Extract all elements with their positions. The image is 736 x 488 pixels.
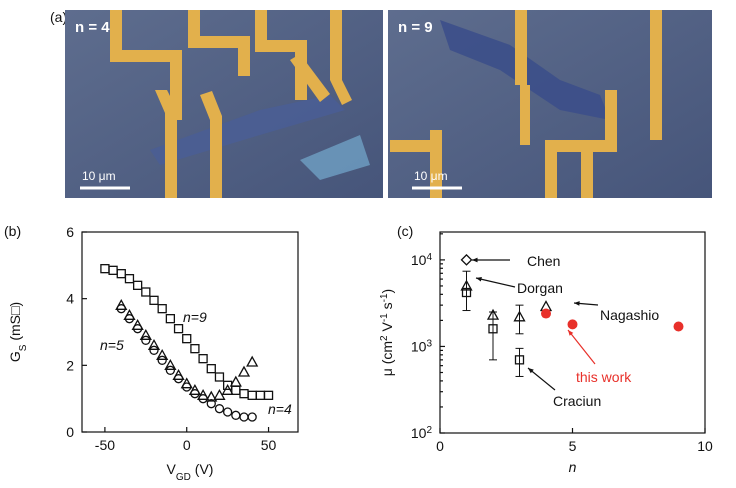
point bbox=[240, 390, 248, 398]
y-tick-label-base: 10 bbox=[411, 252, 427, 268]
annotation: n=9 bbox=[183, 309, 207, 325]
annotation: this work bbox=[576, 369, 632, 385]
axis-label-part: s bbox=[379, 302, 395, 313]
micrograph-left: n = 4 10 μm bbox=[65, 10, 383, 198]
x-tick-label: 10 bbox=[697, 438, 713, 454]
annotation-arrow bbox=[568, 330, 595, 364]
x-tick-label: 0 bbox=[436, 438, 444, 454]
point bbox=[239, 367, 249, 376]
figure: (a) n = 4 10 μm n = 9 10 μm (b)-5 bbox=[0, 0, 736, 483]
point bbox=[462, 255, 472, 265]
point bbox=[248, 391, 256, 399]
image-label: n = 4 bbox=[75, 19, 110, 36]
axis-label-part: V bbox=[379, 321, 395, 335]
point bbox=[231, 377, 241, 386]
panel-label: (b) bbox=[4, 223, 21, 239]
axis-label: GS (mS□) bbox=[7, 302, 29, 362]
y-tick-label: 4 bbox=[66, 291, 74, 307]
point bbox=[125, 315, 133, 323]
point bbox=[183, 383, 191, 391]
axis-label-part: ) bbox=[379, 289, 395, 294]
x-tick-label: -50 bbox=[95, 437, 115, 453]
annotation: Craciun bbox=[553, 393, 601, 409]
point bbox=[142, 288, 150, 296]
point bbox=[134, 325, 142, 333]
point bbox=[568, 319, 578, 329]
panel-label: (a) bbox=[50, 9, 67, 25]
axis-label: VGD (V) bbox=[167, 461, 214, 483]
point bbox=[240, 413, 248, 421]
point bbox=[134, 281, 142, 289]
y-tick-label: 102 bbox=[411, 425, 433, 442]
point bbox=[158, 305, 166, 313]
point bbox=[158, 356, 166, 364]
x-tick-label: 0 bbox=[183, 437, 191, 453]
point bbox=[191, 345, 199, 353]
point bbox=[117, 305, 125, 313]
arrow-head bbox=[472, 258, 478, 263]
point bbox=[541, 309, 551, 319]
y-tick-label: 103 bbox=[411, 338, 433, 355]
x-tick-label: 5 bbox=[569, 438, 577, 454]
axis-label-part: (V) bbox=[191, 461, 214, 477]
image-label: n = 9 bbox=[398, 19, 433, 36]
x-tick-label: 50 bbox=[261, 437, 277, 453]
point bbox=[232, 411, 240, 419]
point bbox=[101, 265, 109, 273]
axis-label: n bbox=[569, 459, 577, 475]
point bbox=[215, 373, 223, 381]
axis-label-part: μ (cm bbox=[379, 341, 395, 376]
y-tick-label-base: 10 bbox=[411, 425, 427, 441]
point bbox=[199, 395, 207, 403]
point bbox=[232, 386, 240, 394]
point bbox=[125, 275, 133, 283]
annotation: Dorgan bbox=[517, 280, 563, 296]
scale-label: 10 μm bbox=[82, 169, 116, 183]
plot-frame bbox=[82, 232, 298, 432]
point bbox=[248, 413, 256, 421]
point bbox=[142, 336, 150, 344]
point bbox=[175, 375, 183, 383]
axis-label-part: GD bbox=[176, 472, 191, 483]
y-tick-label: 2 bbox=[66, 357, 74, 373]
annotation-arrow bbox=[476, 278, 515, 287]
point bbox=[150, 296, 158, 304]
point bbox=[117, 270, 125, 278]
y-tick-label: 6 bbox=[66, 224, 74, 240]
point bbox=[109, 266, 117, 274]
point bbox=[674, 321, 684, 331]
annotation: n=4 bbox=[268, 401, 292, 417]
annotation: n=5 bbox=[100, 337, 124, 353]
point bbox=[215, 405, 223, 413]
point bbox=[265, 391, 273, 399]
y-tick-label: 104 bbox=[411, 251, 433, 268]
point bbox=[191, 390, 199, 398]
scale-label: 10 μm bbox=[414, 169, 448, 183]
y-tick-label-exp: 4 bbox=[426, 251, 432, 262]
annotation: Chen bbox=[527, 253, 560, 269]
y-tick-label: 0 bbox=[66, 424, 74, 440]
axis-label-part: (mS□) bbox=[7, 302, 23, 345]
point bbox=[207, 365, 215, 373]
point bbox=[183, 335, 191, 343]
point bbox=[166, 315, 174, 323]
point bbox=[150, 346, 158, 354]
axis-label-part: G bbox=[7, 351, 23, 362]
y-tick-label-exp: 2 bbox=[426, 425, 432, 436]
point bbox=[247, 357, 257, 366]
panel-label: (c) bbox=[397, 223, 413, 239]
point bbox=[256, 391, 264, 399]
annotation: Nagashio bbox=[600, 307, 659, 323]
point bbox=[199, 355, 207, 363]
y-tick-label-base: 10 bbox=[411, 338, 427, 354]
axis-label: μ (cm2 V-1 s-1) bbox=[379, 289, 396, 376]
y-tick-label-exp: 3 bbox=[426, 338, 432, 349]
micrograph-right: n = 9 10 μm bbox=[388, 10, 712, 198]
point bbox=[166, 366, 174, 374]
point bbox=[224, 408, 232, 416]
point bbox=[175, 325, 183, 333]
